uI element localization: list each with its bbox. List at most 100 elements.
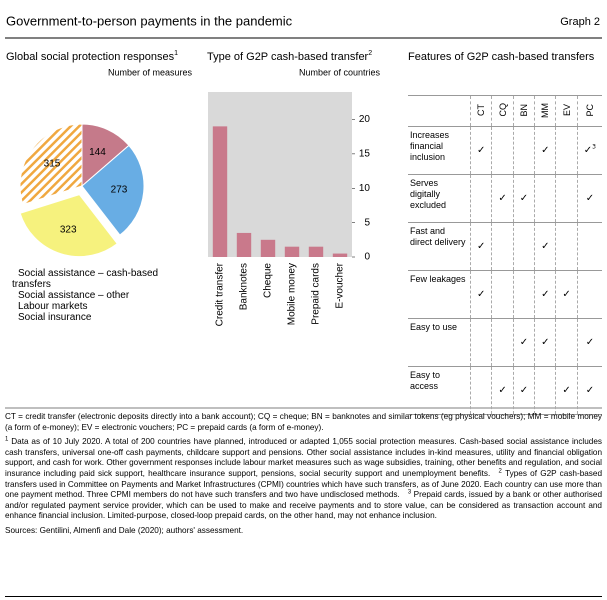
legend-label: Social assistance – other xyxy=(18,290,130,301)
cell-note: 3 xyxy=(592,143,596,151)
table-cell xyxy=(512,126,535,175)
table-cell xyxy=(469,366,492,415)
table-cell xyxy=(555,126,578,175)
row-label: Serves digitally excluded xyxy=(408,174,471,223)
title-text: Global social protection responses xyxy=(6,51,175,63)
table-cell xyxy=(491,222,514,271)
table-title: Features of G2P cash-based transfers xyxy=(408,51,595,63)
plot-background xyxy=(208,92,352,257)
row-label: Easy to access xyxy=(408,366,471,415)
column-header: BN xyxy=(512,95,535,127)
table-cell: ✓ xyxy=(469,126,492,175)
pie-slice xyxy=(19,194,118,258)
bar xyxy=(332,253,348,257)
y-tick-label: 10 xyxy=(359,183,371,194)
legend-label: Social insurance xyxy=(18,312,92,323)
column-header: MM xyxy=(534,95,556,127)
data-label: 315 xyxy=(44,159,61,170)
header-row: CT CQ BN MM EV PC xyxy=(408,95,602,127)
footnote-text: Data as of 10 July 2020. A total of 200 … xyxy=(5,437,602,478)
abbreviations: CT = credit transfer (electronic deposit… xyxy=(5,412,602,432)
y-tick-label: 20 xyxy=(359,114,371,125)
column-label: PC xyxy=(584,103,595,117)
legend-label: Labour markets xyxy=(18,301,88,312)
table-cell: ✓ xyxy=(555,366,578,415)
column-label: BN xyxy=(518,103,529,117)
table-row: Increases financial inclusion ✓ ✓ ✓3 xyxy=(408,126,602,175)
footnote-text: Prepaid cards, issued by a bank or other… xyxy=(5,490,603,521)
table-cell xyxy=(491,126,514,175)
x-tick-label: Mobile money xyxy=(287,263,298,325)
pie-slice xyxy=(81,123,130,188)
table-cell: ✓ xyxy=(534,126,556,175)
table-cell: ✓ xyxy=(576,174,602,223)
row-label: Easy to use xyxy=(408,318,471,367)
notes: CT = credit transfer (electronic deposit… xyxy=(5,412,602,541)
unit-label: Number of measures xyxy=(108,67,193,77)
bottom-rule xyxy=(5,596,602,597)
table-cell xyxy=(512,270,535,319)
features-table: CT CQ BN MM EV PC Increases financial inclusio… xyxy=(408,95,602,415)
row-label: Few leakages xyxy=(408,270,471,319)
bar xyxy=(260,239,276,257)
x-tick-label: Credit transfer xyxy=(215,262,226,326)
column-label: MM xyxy=(540,102,551,118)
table-cell xyxy=(534,174,556,223)
x-tick-label: Prepaid cards xyxy=(311,263,322,325)
pie-title: Global social protection responses1 xyxy=(6,50,178,63)
data-label: 273 xyxy=(111,184,128,195)
column-header: PC xyxy=(576,95,602,127)
table-cell: ✓ xyxy=(491,366,514,415)
charts: Government-to-person payments in the pan… xyxy=(5,13,602,409)
footnote-text: Types of G2P cash-based transfers used i… xyxy=(5,468,602,500)
title-note: 2 xyxy=(368,50,372,57)
table-cell xyxy=(469,318,492,367)
table-cell xyxy=(555,318,578,367)
graph-label: Graph 2 xyxy=(560,16,600,28)
x-tick-label: Cheque xyxy=(263,263,274,298)
bar xyxy=(236,232,252,257)
title-text: Type of G2P cash-based transfer xyxy=(207,51,369,63)
legend-item: Social assistance – cash-based transfers xyxy=(12,268,182,290)
footnote-marker: 2 xyxy=(498,468,502,475)
x-tick-label: Banknotes xyxy=(239,263,250,310)
bar xyxy=(308,246,324,257)
check-mark: ✓ xyxy=(583,145,593,156)
row-label: Increases financial inclusion xyxy=(408,126,471,175)
table-row: Fast and direct delivery ✓ ✓ xyxy=(408,222,602,271)
table-cell xyxy=(491,270,514,319)
table-cell: ✓ xyxy=(576,318,602,367)
data-label: 323 xyxy=(60,225,77,236)
title-note: 1 xyxy=(174,50,178,57)
table-cell: ✓3 xyxy=(576,126,602,175)
table-cell xyxy=(534,366,556,415)
footnote-marker: 1 xyxy=(5,436,9,443)
y-tick-label: 15 xyxy=(359,149,371,160)
y-tick-label: 0 xyxy=(364,252,370,263)
table-cell xyxy=(491,318,514,367)
pie-slice xyxy=(19,123,83,206)
legend-label: Social assistance – cash-based transfers xyxy=(12,268,159,290)
x-tick-label: E-voucher xyxy=(335,262,346,308)
column-header: EV xyxy=(555,95,578,127)
table-cell xyxy=(576,270,602,319)
row-label: Fast and direct delivery xyxy=(408,222,471,271)
table-cell xyxy=(555,174,578,223)
column-header: CQ xyxy=(491,95,514,127)
column-label: CQ xyxy=(497,103,508,117)
unit-label: Number of countries xyxy=(299,67,381,77)
y-tick-label: 5 xyxy=(364,217,370,228)
table-cell: ✓ xyxy=(491,174,514,223)
footnotes: 1 Data as of 10 July 2020. A total of 20… xyxy=(5,436,603,522)
table-cell: ✓ xyxy=(576,366,602,415)
legend-item: Social assistance – other xyxy=(12,290,182,301)
column-label: EV xyxy=(561,103,572,116)
column-header: CT xyxy=(469,95,492,127)
table-cell: ✓ xyxy=(469,222,492,271)
table-cell: ✓ xyxy=(512,174,535,223)
table-row: Few leakages ✓ ✓ ✓ xyxy=(408,270,602,319)
table-cell: ✓ xyxy=(534,318,556,367)
bar xyxy=(212,126,228,257)
bar xyxy=(284,246,300,257)
